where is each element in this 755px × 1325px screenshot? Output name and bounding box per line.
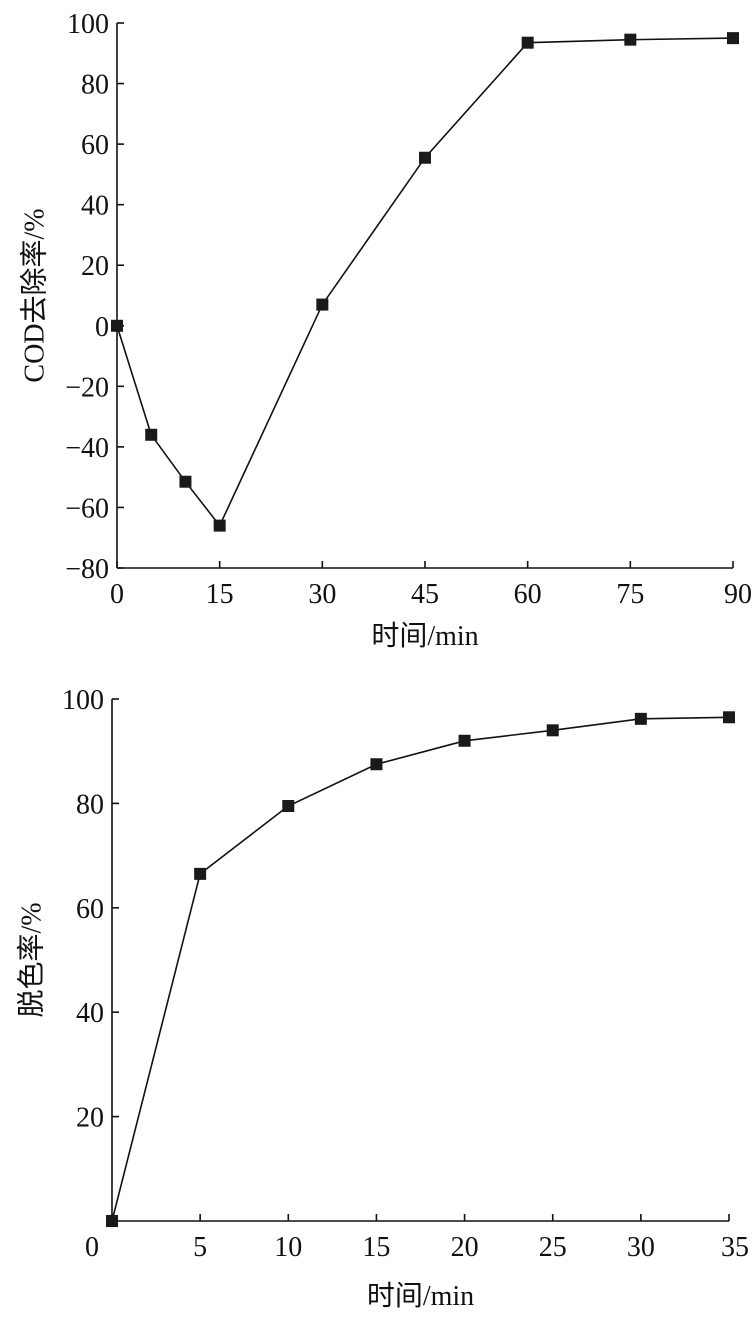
cod-data-point xyxy=(419,151,431,164)
cod-y-tick-label: 100 xyxy=(67,9,109,40)
decolor-y-tick-label: 20 xyxy=(76,1103,104,1134)
decolor-data-point xyxy=(634,712,647,725)
decolor-data-point xyxy=(370,758,383,771)
decolor-y-tick-label: 40 xyxy=(76,998,104,1029)
cod-data-point xyxy=(213,519,226,532)
cod-x-tick-label: 45 xyxy=(411,579,439,610)
decolor-data-point xyxy=(282,800,295,813)
cod-data-point xyxy=(111,319,123,332)
cod-y-tick-label: −40 xyxy=(65,433,109,464)
decolor-y-tick-label: 100 xyxy=(62,685,104,716)
cod-data-point xyxy=(179,475,192,488)
decolor-x-tick-label: 35 xyxy=(721,1232,749,1263)
cod-x-tick-label: 0 xyxy=(110,579,124,610)
cod-x-tick-label: 60 xyxy=(514,579,542,610)
cod-x-tick-label: 30 xyxy=(308,579,336,610)
decolor-x-tick-label: 15 xyxy=(362,1232,390,1263)
cod-y-tick-label: 40 xyxy=(81,191,109,222)
cod-x-tick-label: 15 xyxy=(206,579,234,610)
cod-y-tick-label: −80 xyxy=(65,554,109,585)
decolor-y-tick-label: 80 xyxy=(76,789,104,820)
cod-x-tick-label: 90 xyxy=(724,579,752,610)
cod-y-tick-label: 60 xyxy=(81,130,109,161)
cod-data-point xyxy=(624,33,637,46)
decolor-data-point xyxy=(194,867,207,880)
cod-data-point xyxy=(316,298,329,311)
decolor-x-axis-title: 时间/min xyxy=(367,1280,474,1312)
cod-removal-chart: −80 −60 −40 −20 0 20 40 60 80 100 0 15 30 45 60 75 90 时间/… xyxy=(18,9,752,652)
cod-y-tick-label: 80 xyxy=(81,70,109,101)
decolor-x-tick-label: 0 xyxy=(85,1232,99,1263)
decolor-data-point xyxy=(546,724,559,737)
cod-y-axis-title: COD去除率/% xyxy=(18,208,50,382)
decolor-x-tick-label: 10 xyxy=(274,1232,302,1263)
cod-y-tick-label: 0 xyxy=(95,312,109,343)
decolor-y-axis-title: 脱色率/% xyxy=(15,902,47,1017)
decolor-y-tick-label: 60 xyxy=(76,894,104,925)
cod-y-tick-label: −60 xyxy=(65,493,109,524)
decolor-x-tick-label: 30 xyxy=(627,1232,655,1263)
decolor-data-point xyxy=(106,1215,118,1227)
decolorization-chart: 20 40 60 80 100 0 5 10 15 20 25 30 35 时间/min 脱色率/% xyxy=(15,685,749,1312)
cod-y-tick-label: 20 xyxy=(81,251,109,282)
decolor-data-point xyxy=(458,734,471,747)
decolor-data-point xyxy=(723,711,735,724)
decolor-series-line xyxy=(111,716,730,1222)
cod-data-point xyxy=(145,428,158,441)
decolor-x-tick-label: 5 xyxy=(193,1232,207,1263)
decolor-x-tick-label: 25 xyxy=(539,1232,567,1263)
cod-x-tick-label: 75 xyxy=(616,579,644,610)
decolor-x-tick-label: 20 xyxy=(451,1232,479,1263)
cod-data-point xyxy=(521,36,534,49)
cod-y-tick-label: −20 xyxy=(65,372,109,403)
cod-data-point xyxy=(727,32,739,45)
cod-x-axis-title: 时间/min xyxy=(371,620,478,652)
cod-series-line xyxy=(116,37,734,528)
